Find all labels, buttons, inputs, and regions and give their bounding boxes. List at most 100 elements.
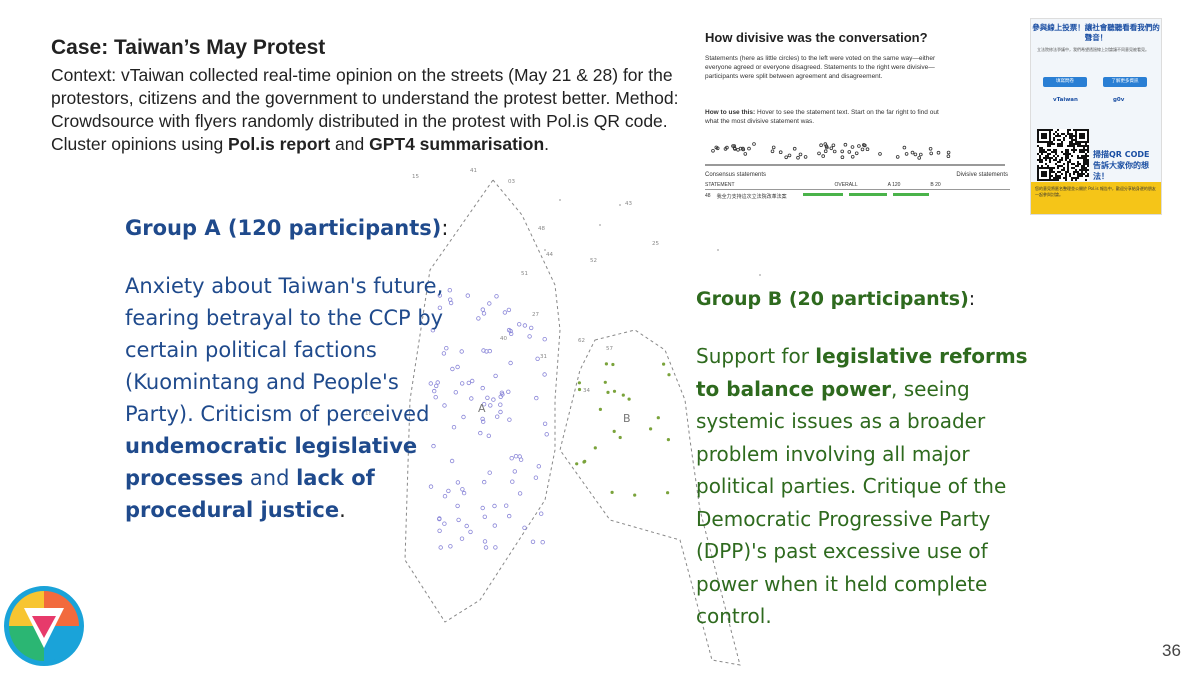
statement-dot — [823, 149, 828, 154]
statement-dot — [854, 151, 859, 156]
group-a-point — [480, 385, 485, 391]
statement-dot — [862, 143, 866, 147]
report-title: How divisive was the conversation? — [705, 30, 928, 45]
report-howto-label: How to use this: — [705, 109, 756, 116]
statement-dot — [771, 145, 776, 150]
group-a-point — [493, 373, 498, 379]
group-b-points — [575, 362, 671, 497]
group-a-point — [488, 403, 493, 408]
group-a-points — [428, 288, 549, 550]
group-a-bar — [848, 193, 887, 196]
statement-dot — [840, 149, 845, 154]
statement-dot — [878, 152, 882, 156]
statement-dot — [857, 144, 861, 148]
group-a-point — [494, 294, 499, 299]
plot-label: 40 — [500, 336, 507, 342]
group-a-point — [465, 293, 470, 298]
statement-dot — [829, 146, 834, 151]
statement-dot — [787, 153, 792, 158]
overall-bar — [802, 193, 843, 196]
report-table-header: STATEMENT OVERALL A 120 B 20 — [705, 182, 1010, 190]
group-a-point — [498, 402, 503, 407]
group-b-point — [612, 389, 617, 393]
group-a-point — [530, 539, 536, 544]
group-a-colon: : — [441, 216, 449, 240]
statement-dot — [711, 148, 715, 153]
statement-dot — [913, 152, 918, 157]
group-a-point — [510, 479, 515, 484]
plot-label: 15 — [412, 174, 419, 180]
flyer-footer: 您的意見將匿名整理並公開於 Pol.is 報告中，歡迎分享給身邊的朋友一起參與討… — [1031, 182, 1161, 214]
statement-dot — [929, 151, 934, 156]
group-a-point — [480, 307, 485, 312]
group-a-point — [492, 503, 497, 509]
statement-dot — [798, 152, 803, 157]
group-a-point — [507, 513, 512, 519]
group-b-bold-1: legislative reforms to balance power — [696, 344, 1028, 401]
statement-dot — [919, 152, 923, 157]
context-line: Context: vTaiwan collected real-time opi… — [51, 65, 673, 108]
statement-dot — [733, 147, 737, 151]
group-a-text-2: and — [243, 466, 297, 490]
group-b-colon: : — [968, 288, 976, 310]
polis-report-screenshot: How divisive was the conversation? State… — [700, 22, 1014, 222]
flyer-button-2: 了解更多資訊 — [1103, 77, 1147, 87]
statement-dot — [936, 150, 941, 155]
group-a-point — [461, 414, 466, 420]
statement-dot — [860, 147, 865, 152]
group-a-point — [428, 484, 434, 489]
organization-logo-icon — [4, 586, 84, 666]
group-a-point — [506, 327, 512, 333]
group-a-point — [466, 380, 471, 386]
group-a-point — [507, 417, 512, 422]
statement-dot — [917, 156, 922, 160]
group-a-point — [517, 454, 522, 459]
statement-dot — [821, 154, 825, 158]
col-b: B 20 — [930, 182, 941, 188]
group-a-point — [542, 372, 547, 377]
group-a-point — [491, 397, 496, 402]
statement-dot — [895, 155, 900, 159]
row-id: 48 — [705, 193, 711, 199]
statement-dot — [946, 154, 951, 159]
group-b-hull — [559, 329, 741, 666]
group-b-point — [598, 407, 603, 411]
group-b-point — [662, 362, 666, 366]
statement-dot — [904, 152, 909, 156]
group-a-point — [544, 432, 549, 437]
group-a-point — [482, 479, 487, 485]
group-a-heading-text: Group A (120 participants) — [125, 216, 442, 240]
col-a: A 120 — [887, 182, 901, 188]
group-a-point — [437, 305, 443, 310]
group-b-summary: Support for legislative reforms to balan… — [696, 340, 1046, 633]
group-a-point — [482, 514, 487, 519]
statement-dot — [843, 142, 848, 147]
plot-label: 27 — [532, 312, 539, 318]
statement-dot — [725, 145, 729, 150]
group-a-point — [540, 540, 545, 545]
plot-label: 18 — [365, 411, 372, 417]
group-a-point — [513, 454, 519, 459]
group-b-point — [621, 393, 625, 397]
group-b-point — [618, 435, 622, 440]
cluster-label-a: A — [478, 402, 486, 415]
group-a-point — [461, 490, 467, 496]
group-a-point — [529, 325, 534, 331]
group-a-point — [512, 469, 517, 474]
plot-label: 52 — [590, 258, 597, 264]
group-a-point — [450, 366, 455, 372]
group-a-point — [480, 505, 485, 511]
group-a-point — [437, 293, 442, 298]
group-a-point — [499, 390, 505, 395]
plot-label: 31 — [540, 354, 547, 360]
group-a-point — [522, 525, 527, 530]
group-b-text-2: , seeing systemic issues as a broader pr… — [696, 376, 1007, 629]
group-a-point — [453, 390, 458, 395]
statement-dot — [747, 146, 751, 151]
group-a-point — [517, 491, 523, 496]
method-text-end: . — [544, 134, 550, 154]
group-a-heading: Group A (120 participants): — [125, 216, 448, 240]
group-a-point — [455, 480, 461, 485]
group-a-point — [509, 456, 514, 461]
